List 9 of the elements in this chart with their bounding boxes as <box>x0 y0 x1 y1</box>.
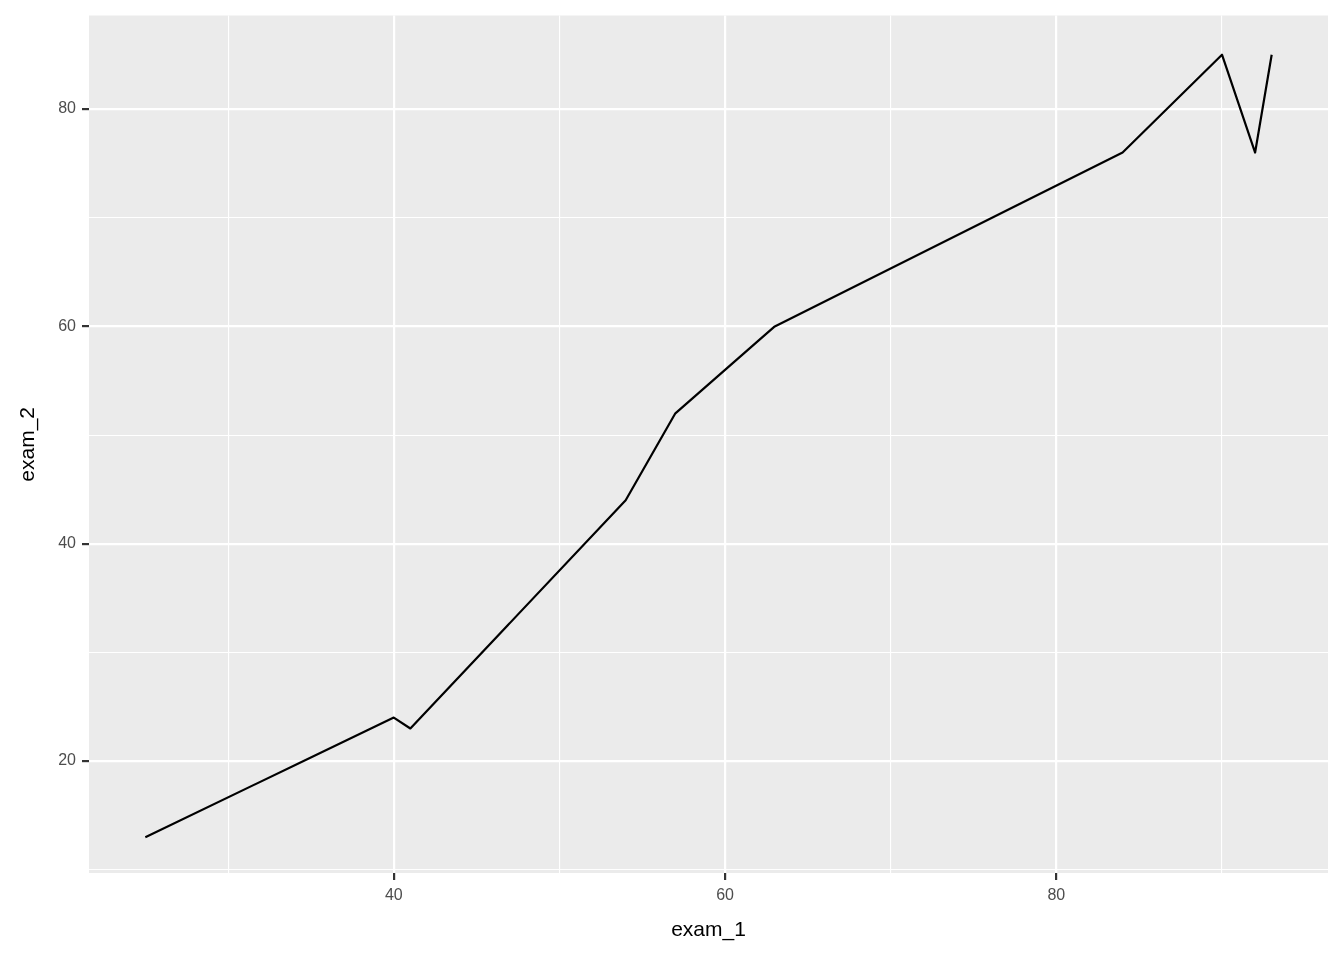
x-tick-label: 60 <box>716 886 735 904</box>
y-axis-title: exam_2 <box>15 406 40 482</box>
x-axis-title: exam_1 <box>671 917 746 942</box>
x-tick-label: 40 <box>384 886 403 904</box>
x-tick-label: 80 <box>1047 886 1066 904</box>
y-tick-label: 60 <box>58 316 77 334</box>
y-tick-label: 20 <box>58 751 77 769</box>
y-tick-label: 80 <box>58 99 77 117</box>
y-tick-label: 40 <box>58 534 77 552</box>
